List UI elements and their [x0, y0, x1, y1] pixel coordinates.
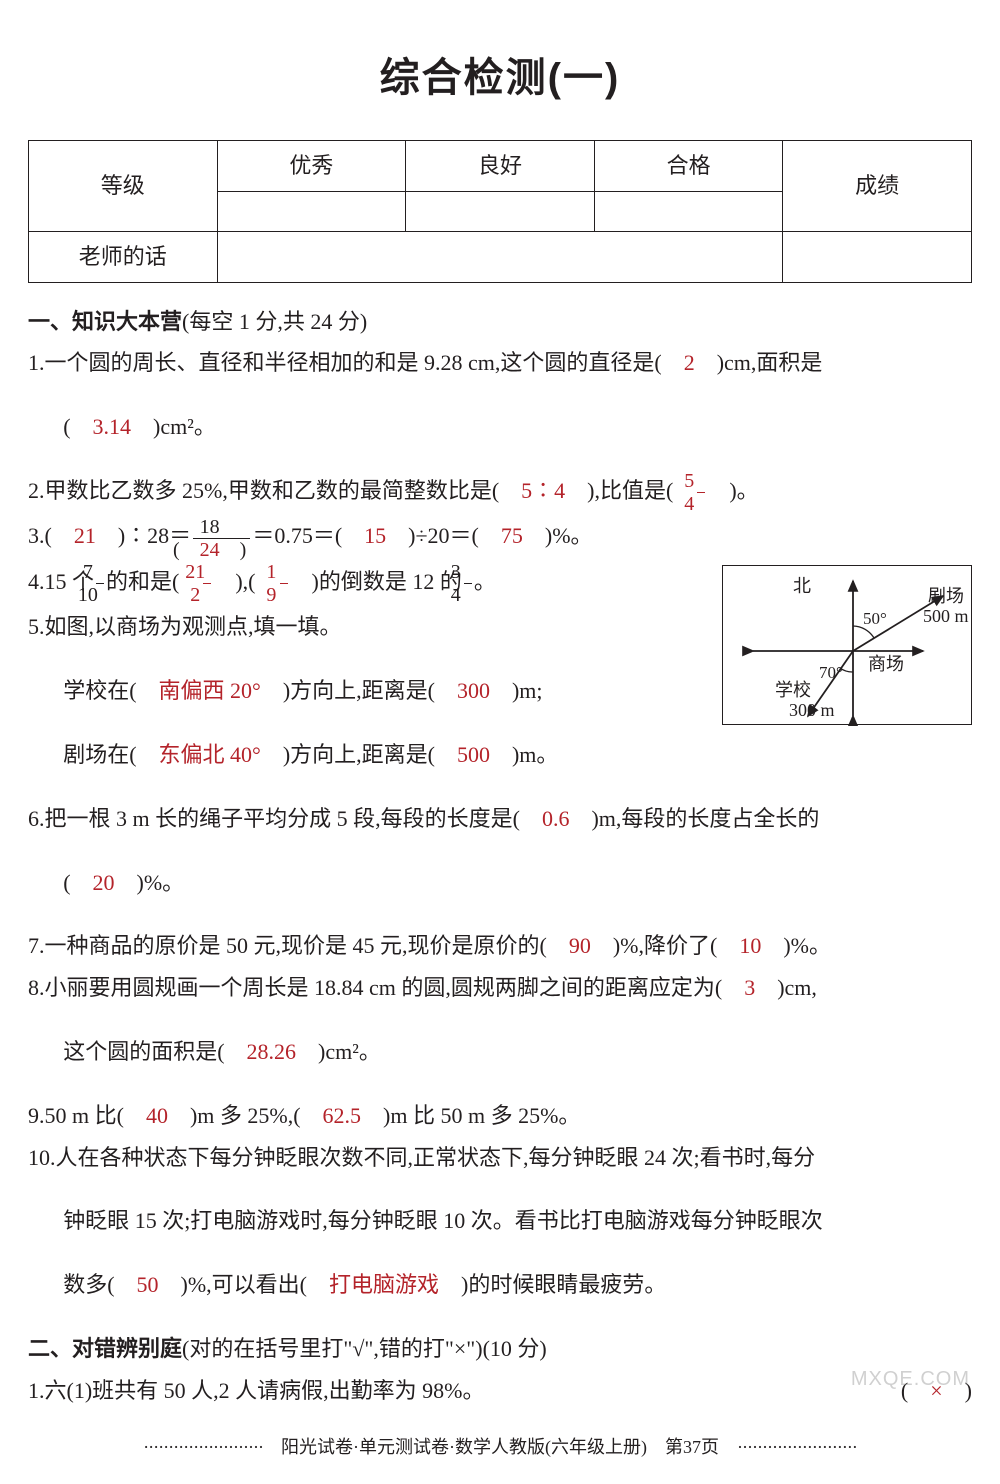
section2-note: (对的在括号里打"√",错的打"×")(10 分) [182, 1336, 547, 1361]
tf1: 1.六(1)班共有 50 人,2 人请病假,出勤率为 98%。 ( × ) [28, 1370, 972, 1412]
th-score: 成绩 [783, 141, 972, 232]
q6-ans2: 20 [93, 870, 115, 895]
q4-f1: 710 [96, 561, 104, 606]
q3-ans2: 24 [200, 539, 220, 561]
page-footer: 阳光试卷·单元测试卷·数学人教版(六年级上册) 第37页 [28, 1430, 972, 1464]
q5-ans1: 南偏西 20° [159, 678, 261, 703]
q1-ans1: 2 [684, 350, 695, 375]
q2-ans1: 5∶4 [521, 478, 565, 503]
q4-ans2: 19 [280, 561, 288, 606]
q8-l2: 这个圆的面积是( 28.26 )cm²。 [28, 1031, 972, 1073]
grade-table: 等级 优秀 良好 合格 成绩 老师的话 [28, 140, 972, 283]
section1-title: 一、知识大本营 [28, 309, 182, 334]
cell-good [406, 191, 595, 231]
lbl-500m: 500 m [923, 606, 969, 626]
q1-ans2: 3.14 [93, 414, 132, 439]
watermark: MXQE.COM [851, 1360, 970, 1398]
lbl-mall: 商场 [868, 654, 904, 674]
q9-ans2: 62.5 [323, 1103, 362, 1128]
tf1-text: 1.六(1)班共有 50 人,2 人请病假,出勤率为 98%。 [52, 1370, 484, 1412]
q7: 7.一种商品的原价是 50 元,现价是 45 元,现价是原价的( 90 )%,降… [28, 925, 972, 967]
lbl-theatre: 剧场 [928, 586, 964, 606]
q10-ans2: 打电脑游戏 [329, 1272, 439, 1297]
q10-l3: 数多( 50 )%,可以看出( 打电脑游戏 )的时候眼睛最疲劳。 [28, 1264, 972, 1306]
q3-ans3: 15 [364, 523, 386, 548]
th-teacher: 老师的话 [29, 231, 218, 282]
q4-f2: 34 [464, 561, 472, 606]
q10-l2: 钟眨眼 15 次;打电脑游戏时,每分钟眨眼 10 次。看书比打电脑游戏每分钟眨眼… [28, 1200, 972, 1242]
lbl-70deg: 70° [819, 663, 843, 682]
q5-ans3: 东偏北 40° [159, 742, 261, 767]
lbl-school: 学校 [775, 680, 811, 700]
th-good: 良好 [406, 141, 595, 192]
q8: 8.小丽要用圆规画一个周长是 18.84 cm 的圆,圆规两脚之间的距离应定为(… [28, 967, 972, 1009]
q3-ans1: 21 [74, 523, 96, 548]
th-level: 等级 [29, 141, 218, 232]
q7-ans1: 90 [569, 933, 591, 958]
section2-title: 二、对错辨别庭 [28, 1336, 182, 1361]
cell-score [783, 231, 972, 282]
q3: 3.( 21 )∶28＝18( 24 )＝0.75＝( 15 )÷20＝( 75… [28, 515, 972, 560]
cell-excellent [217, 191, 406, 231]
q10-l1: 10.人在各种状态下每分钟眨眼次数不同,正常状态下,每分钟眨眼 24 次;看书时… [28, 1137, 972, 1179]
q1-line2: ( 3.14 )cm²。 [28, 406, 972, 448]
q8-ans1: 3 [744, 975, 755, 1000]
q6-l2: ( 20 )%。 [28, 862, 972, 904]
q9: 9.50 m 比( 40 )m 多 25%,( 62.5 )m 比 50 m 多… [28, 1095, 972, 1137]
direction-diagram: 北 剧场 500 m 50° 70° 商场 学校 300 m [722, 565, 972, 725]
q5-ans2: 300 [457, 678, 490, 703]
cell-pass [594, 191, 783, 231]
q5-ans4: 500 [457, 742, 490, 767]
section1-heading: 一、知识大本营(每空 1 分,共 24 分) [28, 301, 972, 343]
q9-ans1: 40 [146, 1103, 168, 1128]
q10-ans1: 50 [137, 1272, 159, 1297]
th-pass: 合格 [594, 141, 783, 192]
section1-note: (每空 1 分,共 24 分) [182, 309, 367, 334]
q1: 1.一个圆的周长、直径和半径相加的和是 9.28 cm,这个圆的直径是( 2 )… [28, 342, 972, 384]
q3-ans4: 75 [501, 523, 523, 548]
q6: 6.把一根 3 m 长的绳子平均分成 5 段,每段的长度是( 0.6 )m,每段… [28, 798, 972, 840]
q2-ans2: 54 [697, 470, 705, 515]
q7-ans2: 10 [739, 933, 761, 958]
q4-ans1: 212 [203, 561, 211, 606]
q2: 2.甲数比乙数多 25%,甲数和乙数的最简整数比是( 5∶4 ),比值是( 54… [28, 470, 972, 515]
section2-heading: 二、对错辨别庭(对的在括号里打"√",错的打"×")(10 分) [28, 1328, 972, 1370]
q5-l2: 剧场在( 东偏北 40° )方向上,距离是( 500 )m。 [28, 734, 972, 776]
page-title: 综合检测(一) [28, 40, 972, 116]
cell-teacher [217, 231, 783, 282]
th-excellent: 优秀 [217, 141, 406, 192]
q6-ans1: 0.6 [542, 806, 570, 831]
lbl-north: 北 [793, 576, 811, 596]
q8-ans2: 28.26 [247, 1039, 297, 1064]
lbl-50deg: 50° [863, 609, 887, 628]
lbl-300m: 300 m [789, 700, 835, 720]
q3-frac: 18( 24 ) [193, 516, 250, 561]
